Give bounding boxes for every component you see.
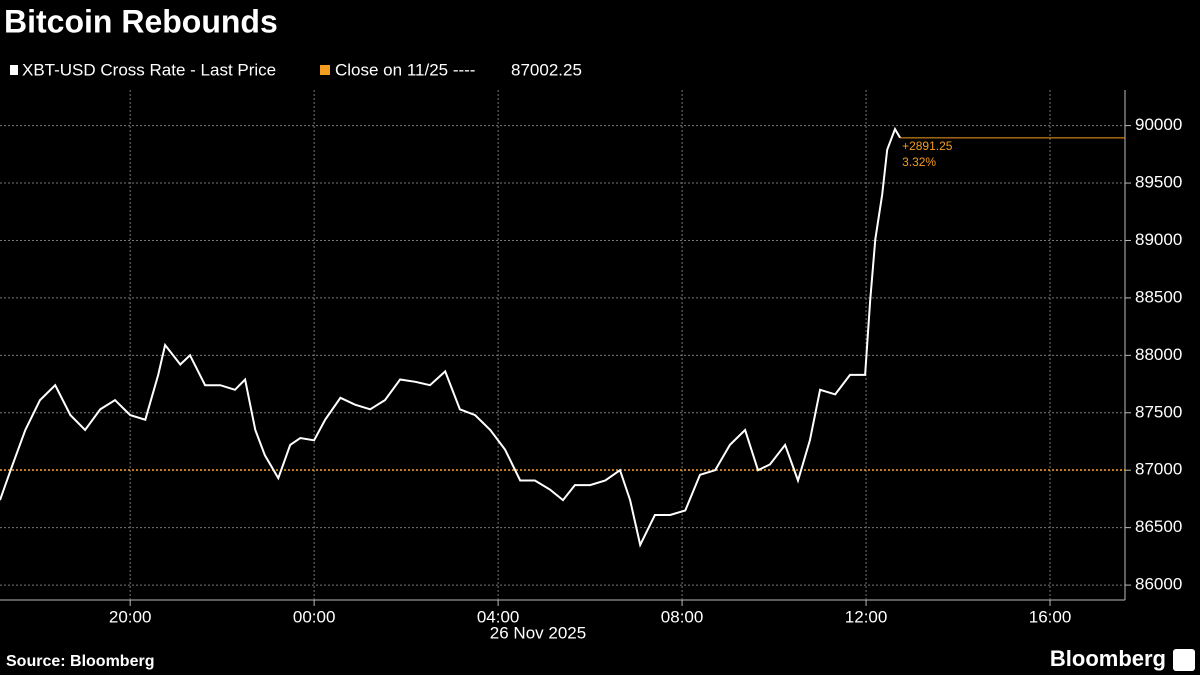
y-tick-label: 90000 [1135, 115, 1182, 134]
legend-swatch [320, 65, 330, 75]
legend-label: Close on 11/25 ---- [335, 60, 475, 79]
y-tick-label: 89500 [1135, 173, 1182, 192]
price-line [0, 126, 901, 548]
y-tick-label: 89000 [1135, 230, 1182, 249]
chart-title: Bitcoin Rebounds [4, 3, 278, 39]
y-tick-label: 87000 [1135, 460, 1182, 479]
x-tick-label: 20:00 [109, 607, 152, 626]
brand: Bloomberg [1050, 646, 1166, 671]
legend-swatch [10, 65, 18, 75]
x-tick-label: 08:00 [661, 607, 704, 626]
annotation: +2891.25 [902, 139, 953, 153]
source: Source: Bloomberg [6, 653, 154, 670]
x-tick-label: 12:00 [845, 607, 888, 626]
legend-value: 87002.25 [511, 60, 582, 79]
y-tick-label: 86000 [1135, 575, 1182, 594]
y-tick-label: 88500 [1135, 287, 1182, 306]
brand-icon [1173, 649, 1195, 671]
y-tick-label: 88000 [1135, 345, 1182, 364]
legend-label: XBT-USD Cross Rate - Last Price [22, 60, 276, 79]
y-tick-label: 86500 [1135, 517, 1182, 536]
y-tick-label: 87500 [1135, 402, 1182, 421]
annotation: 3.32% [902, 155, 936, 169]
x-tick-label: 00:00 [293, 607, 336, 626]
x-tick-label: 16:00 [1029, 607, 1072, 626]
x-sublabel: 26 Nov 2025 [490, 623, 586, 642]
x-tick-label: 04:00 [477, 607, 520, 626]
